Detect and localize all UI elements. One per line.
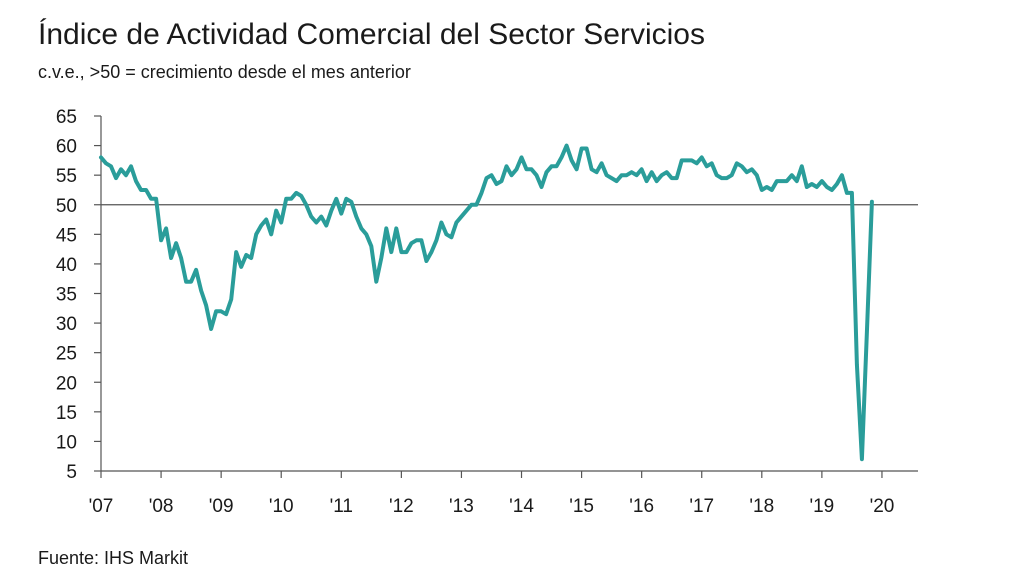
y-tick-label: 30 bbox=[56, 314, 77, 335]
x-tick-label: '11 bbox=[330, 496, 353, 517]
x-tick-label: '07 bbox=[89, 496, 114, 517]
x-tick-label: '12 bbox=[389, 496, 414, 517]
x-tick-label: '15 bbox=[569, 496, 594, 517]
y-tick-label: 60 bbox=[56, 137, 77, 158]
y-tick-label: 45 bbox=[56, 225, 77, 246]
y-tick-label: 5 bbox=[66, 462, 77, 483]
x-tick-label: '17 bbox=[689, 496, 714, 517]
series-group bbox=[99, 143, 874, 462]
y-tick-label: 20 bbox=[56, 373, 77, 394]
y-tick-label: 35 bbox=[56, 285, 77, 306]
series-line-0 bbox=[99, 143, 874, 462]
y-tick-label: 25 bbox=[56, 344, 77, 365]
x-tick-label: '10 bbox=[269, 496, 294, 517]
x-tick-label: '08 bbox=[149, 496, 174, 517]
chart-subtitle: c.v.e., >50 = crecimiento desde el mes a… bbox=[38, 62, 411, 82]
x-tick-label: '14 bbox=[509, 496, 534, 517]
y-tick-label: 40 bbox=[56, 255, 77, 276]
x-tick-label: '13 bbox=[449, 496, 474, 517]
x-tick-label: '19 bbox=[809, 496, 834, 517]
y-tick-label: 50 bbox=[56, 196, 77, 217]
y-tick-label: 15 bbox=[56, 403, 77, 424]
x-tick-label: '16 bbox=[629, 496, 654, 517]
chart-source: Fuente: IHS Markit bbox=[38, 548, 189, 568]
x-tick-label: '09 bbox=[209, 496, 234, 517]
y-axis: 5 10 15 20 25 30 35 40 45 50 55 60 65 bbox=[56, 107, 102, 483]
y-tick-label: 65 bbox=[56, 107, 77, 128]
x-axis: '07 '08 '09 '10 '11 '12 '13 '14 '15 '16 '17 '18 '19 '… bbox=[89, 470, 918, 517]
x-tick-label: '18 bbox=[749, 496, 774, 517]
y-tick-label: 10 bbox=[56, 432, 77, 453]
x-tick-label: '20 bbox=[870, 496, 895, 517]
y-tick-label: 55 bbox=[56, 166, 77, 187]
chart-title: Índice de Actividad Comercial del Sector… bbox=[38, 18, 705, 51]
